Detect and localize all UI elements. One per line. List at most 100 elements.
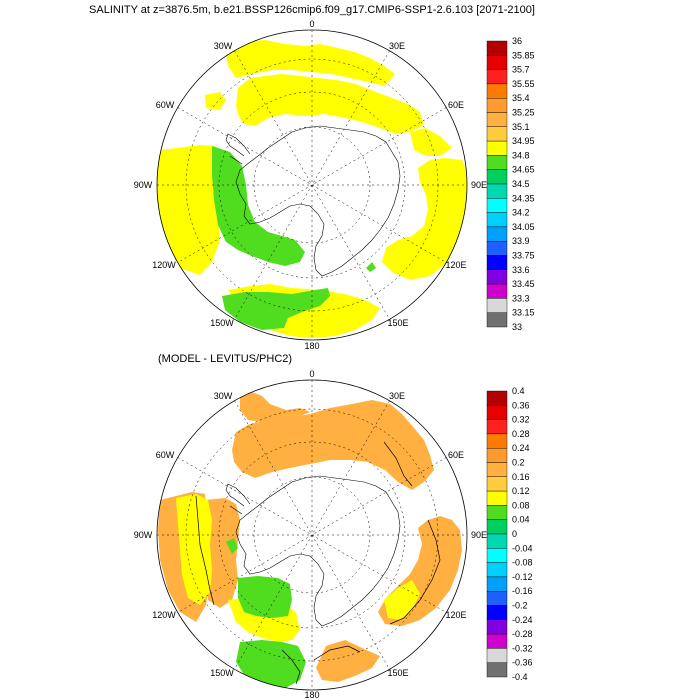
- bottom-colorbar-swatch: [486, 591, 508, 606]
- bottom-colorbar: 0.4 0.36 0.32 0.28 0.24 0.2 0.16 0.12 0.08 0.04 0 -…: [486, 386, 533, 682]
- top-lon-labels: 0 30E 60E 90E 120E 150E 180 150W 120W 90…: [134, 19, 487, 351]
- top-colorbar-swatch: [486, 169, 508, 185]
- bottom-colorbar-label: -0.2: [512, 601, 528, 611]
- top-colorbar-swatch: [486, 155, 508, 170]
- top-colorbar-swatch: [486, 126, 508, 142]
- bottom-field-pacific-mid: [204, 498, 240, 608]
- top-colorbar-swatch: [486, 198, 508, 213]
- bottom-colorbar-label: -0.32: [512, 643, 533, 653]
- bottom-graticule: [157, 380, 467, 690]
- bottom-colorbar-swatch: [486, 519, 508, 535]
- bottom-field-green-ross: [236, 640, 306, 690]
- bottom-lon-label: 30W: [214, 391, 233, 401]
- bottom-colorbar-label: 0.08: [512, 500, 530, 510]
- bottom-colorbar-label: 0.28: [512, 429, 530, 439]
- top-lon-label: 30E: [389, 41, 405, 51]
- bottom-map-border: [156, 379, 468, 691]
- bottom-colorbar-label: -0.28: [512, 629, 533, 639]
- top-lon-label: 120W: [152, 260, 176, 270]
- top-colorbar-swatch: [486, 83, 508, 99]
- top-colorbar-label: 33.75: [512, 251, 535, 261]
- bottom-lon-labels: 0 30E 60E 90E 120E 150E 180 150W 120W 90…: [134, 369, 487, 700]
- top-colorbar-label: 34.8: [512, 150, 530, 160]
- top-colorbar-label: 33.45: [512, 279, 535, 289]
- top-lon-label: 180: [304, 341, 319, 351]
- bottom-colorbar-swatch: [486, 390, 508, 406]
- bottom-lon-label: 180: [304, 690, 319, 700]
- top-colorbar: 36 35.85 35.7 35.55 35.4 35.25 35.1 34.95 34.8 34…: [486, 36, 535, 332]
- top-colorbar-label: 33.3: [512, 293, 530, 303]
- bottom-field-atlantic-north: [240, 392, 310, 422]
- top-field-green-small: [366, 262, 376, 272]
- bottom-colorbar-swatch: [486, 405, 508, 420]
- bottom-colorbar-swatch: [486, 548, 508, 563]
- bottom-colorbar-label: -0.24: [512, 615, 533, 625]
- top-colorbar-label: 34.05: [512, 222, 535, 232]
- top-colorbar-label: 35.1: [512, 122, 530, 132]
- top-map-border: [156, 29, 468, 341]
- bottom-colorbar-label: 0.2: [512, 458, 525, 468]
- top-lon-label: 90W: [134, 180, 153, 190]
- bottom-lon-label: 150W: [210, 668, 234, 678]
- bottom-colorbar-swatch: [486, 562, 508, 578]
- top-lon-label: 120E: [445, 260, 466, 270]
- top-lon-label: 60E: [448, 100, 464, 110]
- bottom-colorbar-label: 0.04: [512, 515, 530, 525]
- top-field-west-patch: [205, 92, 226, 110]
- top-antarctic-peninsula: [225, 133, 251, 165]
- bottom-field-yellow-west: [176, 494, 212, 605]
- bottom-colorbar-swatch: [486, 448, 508, 463]
- top-field-indian-sector: [382, 158, 467, 280]
- top-colorbar-swatch: [486, 40, 508, 56]
- bottom-lon-label: 60E: [448, 450, 464, 460]
- bottom-colorbar-label: 0.24: [512, 443, 530, 453]
- bottom-colorbar-label: -0.12: [512, 572, 533, 582]
- top-colorbar-label: 35.4: [512, 93, 530, 103]
- top-colorbar-label: 34.2: [512, 208, 530, 218]
- bottom-colorbar-swatch: [486, 462, 508, 478]
- top-field-atlantic-sector: [236, 74, 424, 134]
- top-lon-label: 0: [309, 19, 314, 29]
- bottom-colorbar-label: 0.4: [512, 386, 525, 396]
- bottom-antarctic-peninsula: [225, 483, 251, 515]
- top-graticule: [157, 30, 467, 340]
- bottom-lon-label: 120W: [152, 610, 176, 620]
- top-colorbar-swatch: [486, 212, 508, 228]
- top-colorbar-label: 34.65: [512, 165, 535, 175]
- top-lon-label: 150E: [387, 318, 408, 328]
- bottom-colorbar-label: 0.12: [512, 486, 530, 496]
- bottom-colorbar-label: 0: [512, 529, 517, 539]
- bottom-colorbar-swatch: [486, 662, 508, 678]
- top-lon-label: 90E: [471, 180, 487, 190]
- top-colorbar-swatch: [486, 255, 508, 271]
- top-lon-label: 30W: [214, 41, 233, 51]
- bottom-lon-label: 90E: [471, 530, 487, 540]
- top-colorbar-swatch: [486, 283, 508, 299]
- bottom-title: (MODEL - LEVITUS/PHC2): [158, 353, 292, 365]
- bottom-lon-label: 0: [309, 369, 314, 379]
- bottom-colorbar-swatch: [486, 648, 508, 663]
- bottom-lon-label: 150E: [387, 668, 408, 678]
- bottom-colorbar-label: 0.36: [512, 400, 530, 410]
- bottom-lon-label: 120E: [445, 610, 466, 620]
- bottom-colorbar-swatch: [486, 433, 508, 449]
- top-colorbar-swatch: [486, 97, 508, 113]
- top-colorbar-swatch: [486, 69, 508, 85]
- top-colorbar-label: 35.25: [512, 108, 535, 118]
- top-colorbar-swatch: [486, 269, 508, 285]
- bottom-colorbar-swatch: [486, 576, 508, 592]
- bottom-colorbar-swatch: [486, 490, 508, 506]
- bottom-colorbar-label: 0.16: [512, 472, 530, 482]
- top-colorbar-label: 35.85: [512, 50, 535, 60]
- bottom-field-atlantic-sector: [232, 400, 434, 490]
- top-colorbar-label: 34.5: [512, 179, 530, 189]
- top-colorbar-label: 33.6: [512, 265, 530, 275]
- top-colorbar-swatch: [486, 140, 508, 156]
- top-colorbar-label: 33.15: [512, 308, 535, 318]
- top-colorbar-swatch: [486, 298, 508, 313]
- top-colorbar-swatch: [486, 112, 508, 128]
- bottom-colorbar-label: -0.16: [512, 586, 533, 596]
- top-field-atlantic-north: [225, 40, 395, 86]
- bottom-colorbar-label: 0.32: [512, 415, 530, 425]
- top-colorbar-label: 33.9: [512, 236, 530, 246]
